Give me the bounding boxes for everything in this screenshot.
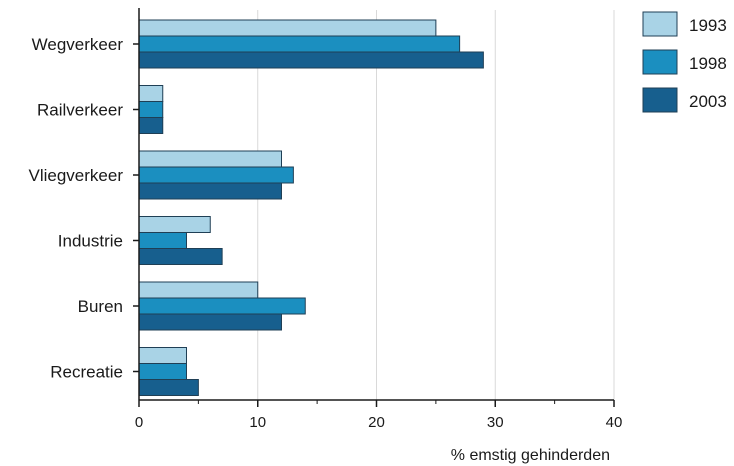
x-tick-label: 0: [135, 414, 143, 431]
bar-vliegverkeer-1993: [138, 150, 282, 168]
y-axis-ticks: [133, 43, 139, 373]
x-tick-label: 40: [606, 414, 623, 431]
x-tick-label: 30: [487, 414, 504, 431]
bar-wegverkeer-2003: [138, 51, 484, 69]
category-label: Recreatie: [50, 363, 123, 382]
x-axis-ticks: 0 10 20 30 40: [135, 400, 623, 431]
legend-label-1993: 1993: [689, 16, 727, 35]
x-tick-label: 20: [368, 414, 385, 431]
grid-lines: [257, 10, 615, 400]
legend-label-2003: 2003: [689, 92, 727, 111]
category-labels: Wegverkeer Railverkeer Vliegverkeer Industr…: [29, 35, 124, 382]
legend-swatch-1998: [642, 49, 678, 75]
bar-vliegverkeer-2003: [138, 182, 282, 200]
bar-industrie-2003: [138, 248, 223, 265]
category-label: Buren: [78, 297, 123, 316]
bar-buren-1993: [138, 281, 259, 299]
legend-swatch-2003: [642, 87, 678, 113]
bars: [138, 19, 484, 396]
bar-industrie-1993: [138, 216, 211, 233]
bar-wegverkeer-1993: [138, 19, 437, 37]
bar-railverkeer-1993: [138, 85, 164, 102]
legend-label-1998: 1998: [689, 54, 727, 73]
bar-recreatie-1998: [138, 363, 187, 380]
category-label: Railverkeer: [37, 101, 123, 120]
bar-industrie-1998: [138, 232, 187, 249]
legend-swatch-1993: [642, 11, 678, 37]
category-label: Vliegverkeer: [29, 166, 124, 185]
bar-recreatie-2003: [138, 379, 199, 396]
bar-buren-1998: [138, 297, 306, 315]
bar-recreatie-1993: [138, 347, 187, 364]
bar-wegverkeer-1998: [138, 35, 461, 53]
bar-railverkeer-1998: [138, 101, 164, 118]
category-label: Industrie: [58, 232, 123, 251]
bar-buren-2003: [138, 313, 282, 331]
bar-vliegverkeer-1998: [138, 166, 294, 184]
legend: 1993 1998 2003: [642, 11, 727, 113]
category-label: Wegverkeer: [32, 35, 124, 54]
bar-railverkeer-2003: [138, 117, 164, 134]
x-axis-title: % emstig gehinderden: [451, 447, 610, 464]
x-tick-label: 10: [249, 414, 266, 431]
